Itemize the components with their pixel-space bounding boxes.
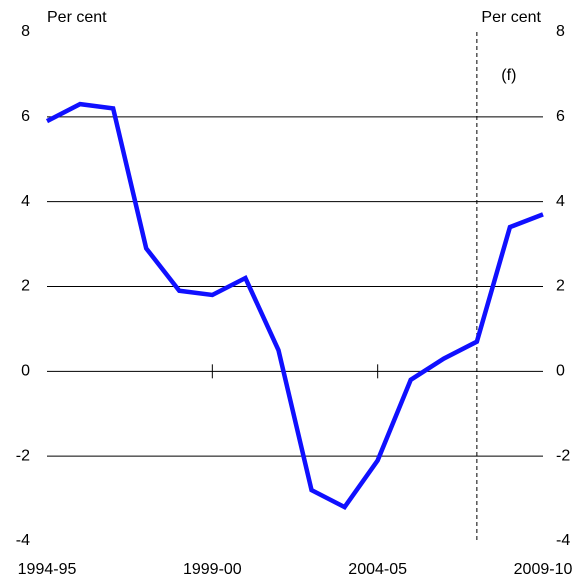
y2-tick-label: 6 [556,108,565,125]
y-axis-label: Per cent [47,9,107,26]
y-tick-label: -2 [16,447,30,464]
y2-tick-label: 4 [556,193,565,210]
forecast-label: (f) [501,67,516,84]
y-tick-label: 4 [21,193,30,210]
x-tick-label: 1994-95 [18,561,77,578]
y-tick-label: 8 [21,23,30,40]
y2-tick-label: 2 [556,278,565,295]
y-tick-label: 2 [21,278,30,295]
x-tick-label: 1999-00 [183,561,242,578]
x-tick-label: 2009-10 [514,561,573,578]
y-tick-label: 6 [21,108,30,125]
y2-axis-label: Per cent [481,9,541,26]
y-tick-label: 0 [21,363,30,380]
y2-tick-label: -4 [556,532,570,549]
y2-tick-label: 8 [556,23,565,40]
y2-tick-label: -2 [556,447,570,464]
y-tick-label: -4 [16,532,30,549]
data-line [45,101,544,510]
y2-tick-label: 0 [556,363,565,380]
x-tick-label: 2004-05 [348,561,407,578]
